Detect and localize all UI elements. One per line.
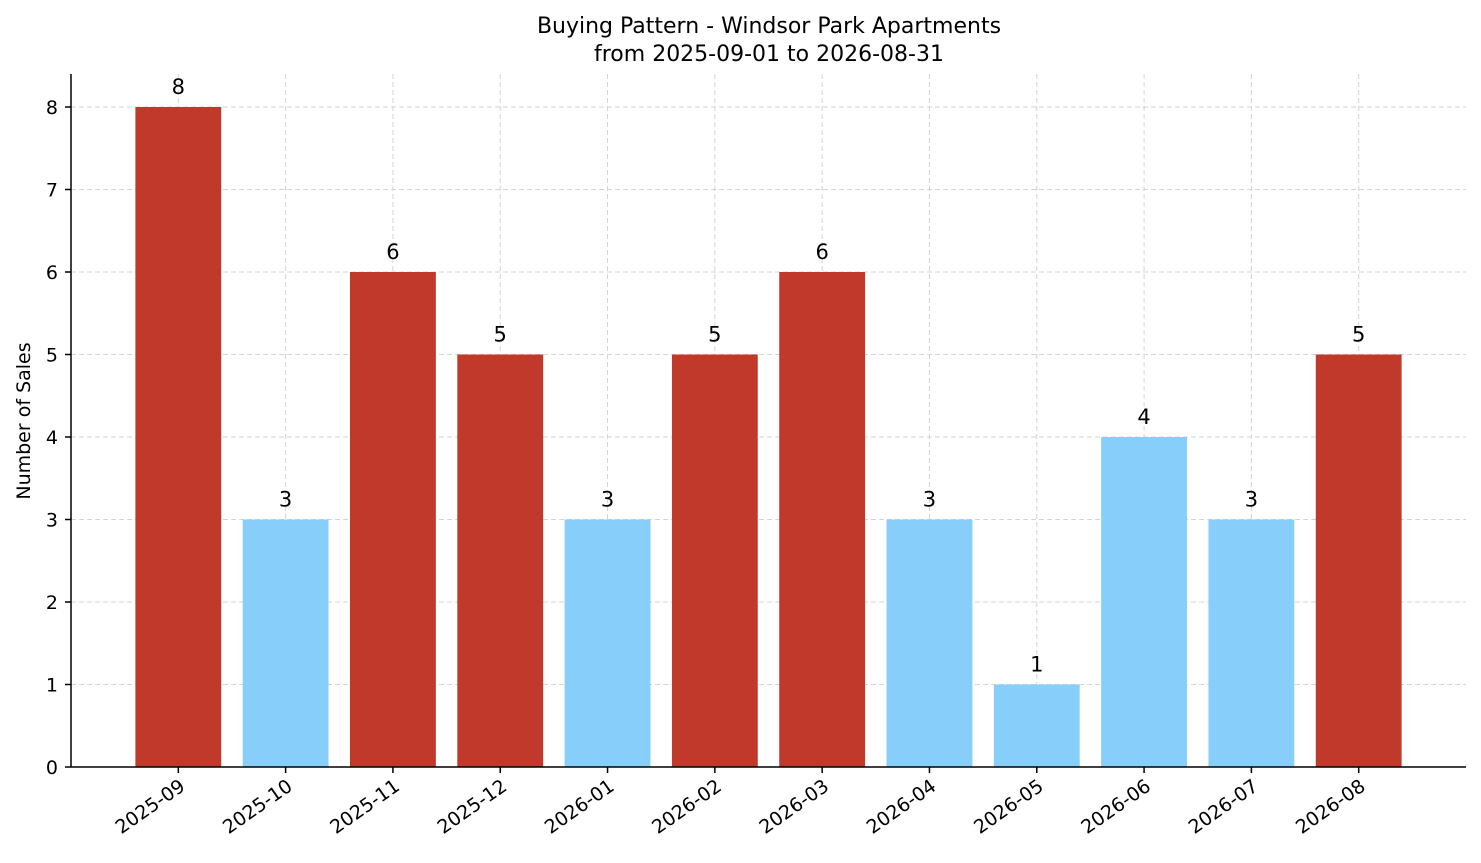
data-label: 3 (1245, 488, 1258, 512)
y-tick-label: 5 (46, 345, 58, 367)
x-tick-label: 2026-03 (755, 775, 833, 839)
y-tick-label: 0 (46, 757, 58, 779)
data-label: 5 (494, 323, 507, 347)
x-tick-label: 2026-02 (648, 775, 726, 839)
x-tick-label: 2026-08 (1292, 775, 1370, 839)
y-tick-label: 2 (46, 592, 58, 614)
y-tick-label: 6 (46, 262, 58, 284)
bar-2026-05 (993, 684, 1080, 767)
y-tick-label: 4 (46, 427, 58, 449)
x-tick-label: 2026-07 (1185, 775, 1263, 839)
x-tick-label: 2025-12 (433, 775, 511, 839)
bar-2025-10 (242, 519, 329, 767)
x-tick-label: 2025-09 (112, 775, 190, 839)
data-label: 3 (601, 488, 614, 512)
x-tick-label: 2026-05 (970, 775, 1048, 839)
x-tick-label: 2025-10 (219, 775, 297, 839)
x-tick-label: 2025-11 (326, 775, 404, 839)
data-label: 3 (923, 488, 936, 512)
data-label: 6 (815, 240, 828, 264)
chart-subtitle: from 2025-09-01 to 2026-08-31 (594, 42, 944, 67)
y-tick-label: 3 (46, 510, 58, 532)
y-tick-label: 1 (46, 675, 58, 697)
x-tick-label: 2026-04 (863, 775, 941, 839)
bar-2025-12 (457, 354, 544, 767)
data-label: 5 (1352, 323, 1365, 347)
bar-2026-03 (779, 272, 866, 767)
bar-2026-01 (564, 519, 651, 767)
data-label: 8 (172, 75, 185, 99)
y-axis-label: Number of Sales (13, 342, 35, 499)
data-label: 3 (279, 488, 292, 512)
chart-title: Buying Pattern - Windsor Park Apartments (537, 14, 1001, 39)
bar-2026-08 (1315, 354, 1402, 767)
axes (65, 74, 1466, 773)
bar-2025-11 (350, 272, 436, 767)
bar-2026-04 (886, 519, 973, 767)
data-label: 6 (386, 240, 399, 264)
bar-2026-06 (1101, 437, 1187, 767)
bar-2026-02 (671, 354, 758, 767)
bars (135, 107, 1402, 767)
x-tick-label: 2026-01 (541, 775, 619, 839)
y-tick-label: 7 (46, 180, 58, 202)
data-label: 1 (1030, 653, 1043, 677)
bar-2025-09 (135, 107, 222, 767)
y-tick-label: 8 (46, 97, 58, 119)
bar-2026-07 (1208, 519, 1295, 767)
data-label: 5 (708, 323, 721, 347)
x-tick-label: 2026-06 (1077, 775, 1155, 839)
data-label: 4 (1137, 405, 1150, 429)
